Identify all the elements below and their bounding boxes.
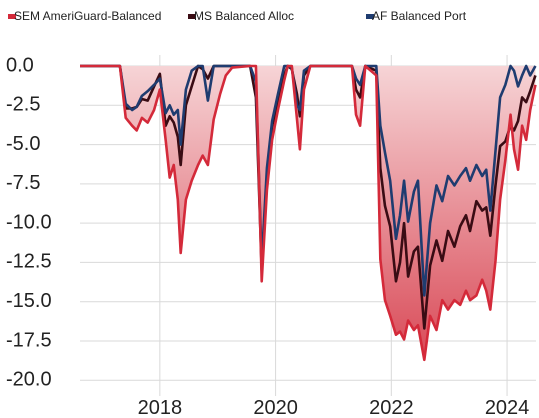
legend-item: MS Balanced Alloc: [188, 9, 294, 23]
legend-swatch: [366, 14, 374, 19]
y-tick-label: -2.5: [6, 94, 40, 116]
y-tick-label: -5.0: [6, 133, 40, 155]
area: [80, 66, 536, 360]
legend-item: AF Balanced Port: [366, 9, 467, 23]
x-tick-label: 2018: [138, 397, 183, 418]
legend-label: SEM AmeriGuard-Balanced: [14, 9, 161, 23]
y-tick-label: -7.5: [6, 172, 40, 194]
y-tick-label: -15.0: [6, 290, 52, 312]
legend-swatch: [188, 14, 196, 19]
x-tick-label: 2020: [253, 397, 298, 418]
y-tick-label: -12.5: [6, 251, 52, 273]
legend-label: MS Balanced Alloc: [194, 9, 294, 23]
y-tick-label: -17.5: [6, 329, 52, 351]
legend-label: AF Balanced Port: [372, 9, 467, 23]
y-tick-label: -20.0: [6, 369, 52, 391]
y-tick-label: -10.0: [6, 211, 52, 233]
x-tick-label: 2022: [369, 397, 414, 418]
x-tick-label: 2024: [485, 397, 530, 418]
series-line: [80, 64, 537, 362]
legend-swatch: [8, 14, 16, 19]
legend-item: SEM AmeriGuard-Balanced: [8, 9, 161, 23]
y-tick-label: 0.0: [6, 54, 34, 76]
